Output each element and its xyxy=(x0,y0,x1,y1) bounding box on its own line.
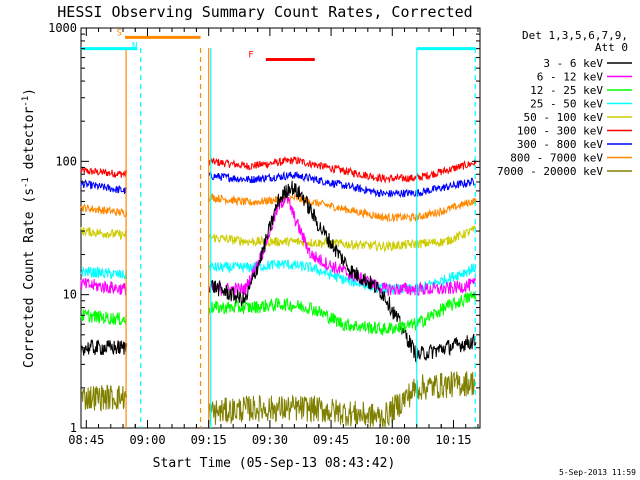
legend-label-9: 7000 - 20000 keV xyxy=(497,165,603,178)
series-line-1 xyxy=(80,155,477,184)
series-line-4 xyxy=(80,225,476,253)
series-line-9 xyxy=(81,371,477,429)
legend-label-1: 3 - 6 keV xyxy=(543,57,603,70)
series-line-7 xyxy=(80,180,477,364)
legend-label-4: 25 - 50 keV xyxy=(530,98,603,111)
legend-label-8: 800 - 7000 keV xyxy=(510,152,603,165)
footer-timestamp: 5-Sep-2013 11:59 xyxy=(559,468,636,477)
x-axis-label: Start Time (05-Sep-13 08:43:42) xyxy=(153,456,396,471)
flag-label-4: F xyxy=(248,51,253,61)
y-tick-label-3: 100 xyxy=(55,154,77,168)
legend-header-2: Att 0 xyxy=(595,41,628,54)
series-line-3 xyxy=(80,192,477,223)
chart-title: HESSI Observing Summary Count Rates, Cor… xyxy=(57,3,472,21)
legend-label-7: 300 - 800 keV xyxy=(517,138,603,151)
series-line-2 xyxy=(80,170,477,199)
x-tick-label-1: 08:45 xyxy=(68,433,104,447)
x-tick-label-6: 10:00 xyxy=(374,433,410,447)
legend-label-3: 12 - 25 keV xyxy=(530,84,603,97)
x-tick-label-5: 09:45 xyxy=(313,433,349,447)
x-tick-label-2: 09:00 xyxy=(129,433,165,447)
y-tick-label-2: 10 xyxy=(63,288,77,302)
x-tick-label-7: 10:15 xyxy=(435,433,471,447)
series-line-8 xyxy=(80,291,477,336)
interval-lines-group xyxy=(125,48,476,428)
legend-label-5: 50 - 100 keV xyxy=(524,111,604,124)
legend-label-6: 100 - 300 keV xyxy=(517,125,603,138)
legend-label-2: 6 - 12 keV xyxy=(537,71,604,84)
x-tick-label-4: 09:30 xyxy=(252,433,288,447)
flag-label-1: S xyxy=(117,28,122,38)
y-tick-label-1: 1 xyxy=(70,421,77,435)
x-tick-label-3: 09:15 xyxy=(191,433,227,447)
axis-ticks-group: 08:45 09:00 09:15 09:30 09:45 10:00 10:15 1 10 10… xyxy=(48,21,480,447)
flags-group: SN F xyxy=(81,28,476,62)
y-axis-label: Corrected Count Rate (s-1 detector-1) xyxy=(21,88,37,368)
flag-label-2: N xyxy=(132,42,137,52)
legend-header-1: Det 1,3,5,6,7,9, xyxy=(522,29,628,42)
y-tick-label-4: 1000 xyxy=(48,21,77,35)
series-group xyxy=(80,155,477,429)
